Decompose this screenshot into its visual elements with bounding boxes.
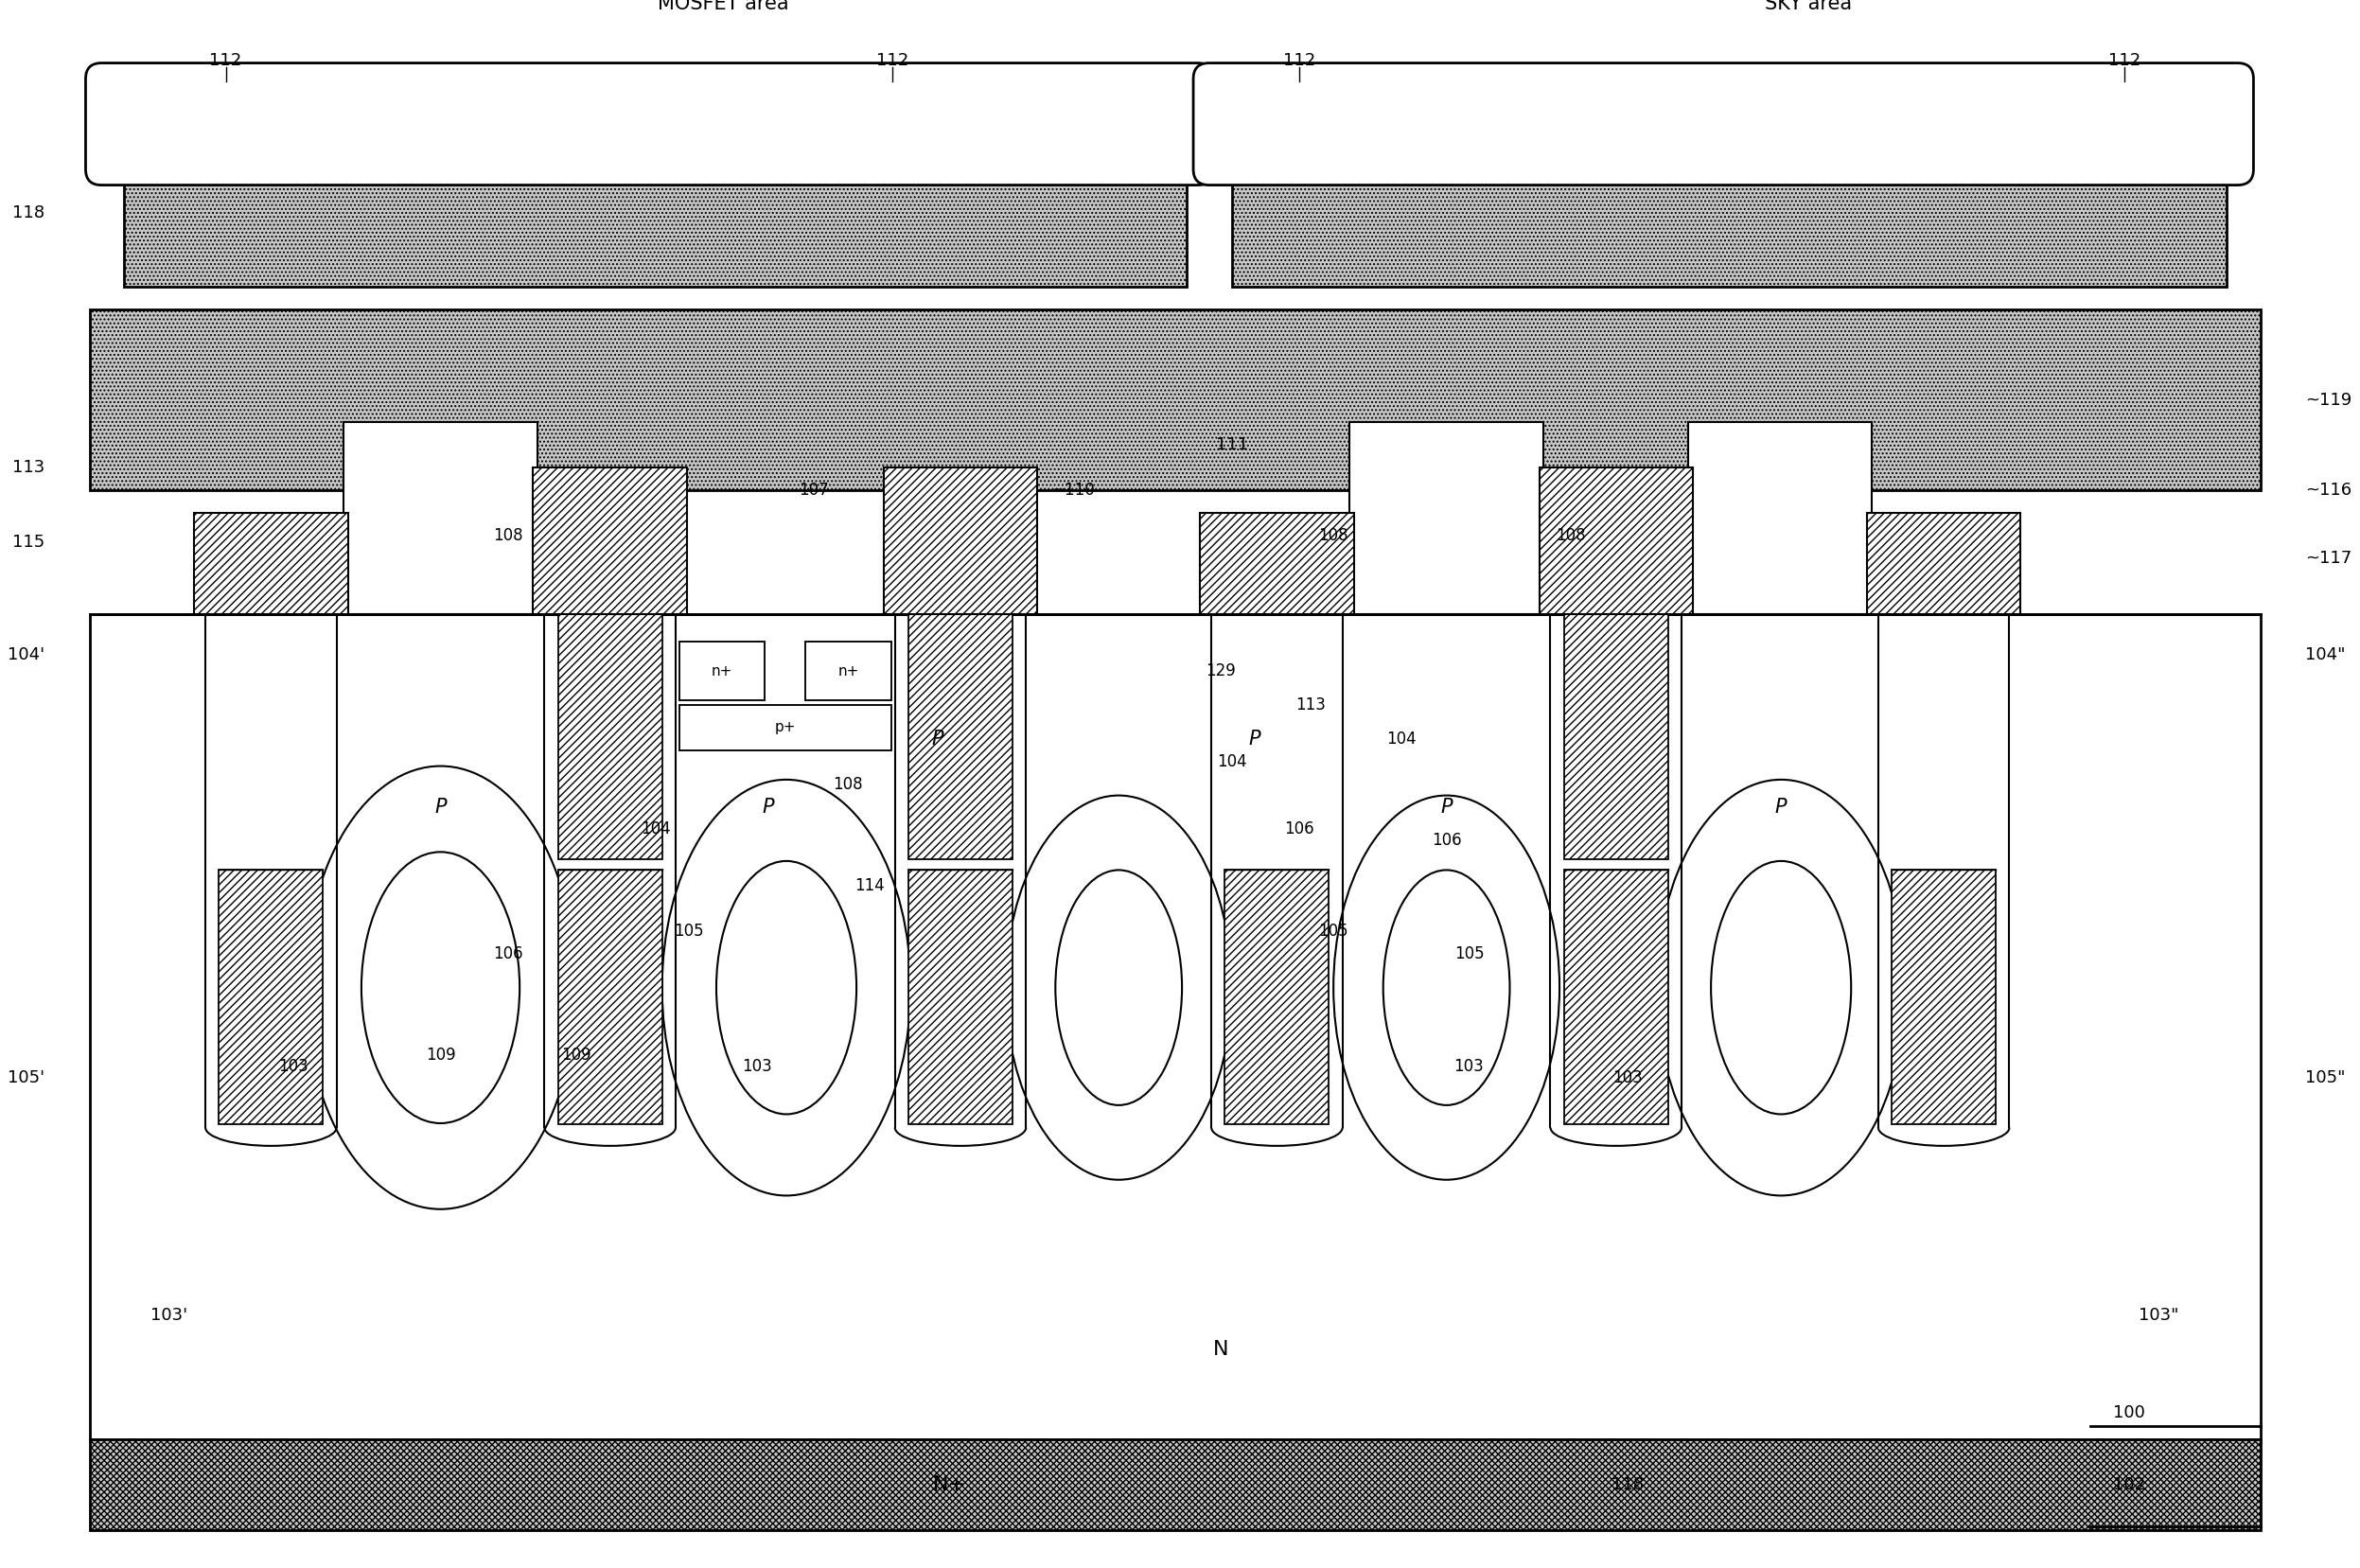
Bar <box>219 870 323 1124</box>
Ellipse shape <box>1657 779 1905 1195</box>
Bar <box>1893 870 1997 1124</box>
Text: 105: 105 <box>1319 922 1348 939</box>
Text: 106: 106 <box>493 946 524 963</box>
Bar <box>680 641 765 701</box>
Text: ~110: ~110 <box>1053 481 1095 499</box>
Text: N: N <box>1213 1339 1227 1359</box>
Text: 105: 105 <box>1454 946 1484 963</box>
Text: 103: 103 <box>1612 1069 1643 1087</box>
Ellipse shape <box>663 779 911 1195</box>
Text: 104: 104 <box>1385 731 1416 748</box>
Bar <box>909 870 1012 1124</box>
Text: 105: 105 <box>675 922 703 939</box>
Text: p+: p+ <box>774 721 795 735</box>
Text: 108: 108 <box>1319 527 1348 544</box>
Text: 107: 107 <box>798 481 828 499</box>
Text: 112: 112 <box>876 52 909 69</box>
Text: ~116: ~116 <box>2306 481 2353 499</box>
Bar <box>883 467 1038 615</box>
Text: 108: 108 <box>493 527 524 544</box>
Bar <box>557 615 663 859</box>
Text: 111: 111 <box>1215 436 1248 453</box>
Bar <box>1232 163 2225 287</box>
Text: 102: 102 <box>2112 1477 2145 1493</box>
Text: 118: 118 <box>12 205 45 221</box>
Text: 103: 103 <box>1454 1058 1484 1076</box>
Text: ~117: ~117 <box>2306 549 2353 566</box>
Text: 129: 129 <box>1206 663 1234 679</box>
Text: P: P <box>932 729 944 748</box>
Text: 118: 118 <box>1612 1477 1643 1493</box>
Text: 103": 103" <box>2138 1306 2178 1323</box>
Bar <box>557 870 663 1124</box>
Bar <box>342 422 538 615</box>
Text: 113: 113 <box>12 459 45 477</box>
Ellipse shape <box>1005 795 1232 1179</box>
Text: MOSFET area: MOSFET area <box>658 0 788 14</box>
Text: 103: 103 <box>741 1058 772 1076</box>
Text: N+: N+ <box>932 1475 965 1494</box>
Text: 109: 109 <box>562 1047 590 1065</box>
Text: 105': 105' <box>7 1069 45 1087</box>
Bar <box>805 641 892 701</box>
Bar <box>1565 870 1669 1124</box>
Text: 112: 112 <box>210 52 243 69</box>
Ellipse shape <box>304 767 576 1209</box>
Bar <box>533 467 687 615</box>
Text: 103': 103' <box>151 1306 189 1323</box>
Text: 104: 104 <box>640 820 670 837</box>
Text: 114: 114 <box>854 878 885 894</box>
Ellipse shape <box>1055 870 1182 1105</box>
FancyBboxPatch shape <box>1194 63 2254 185</box>
Bar <box>90 1439 2261 1530</box>
Ellipse shape <box>361 851 519 1123</box>
Text: P: P <box>434 797 446 817</box>
Ellipse shape <box>1383 870 1510 1105</box>
Text: P: P <box>1248 729 1260 748</box>
Ellipse shape <box>717 861 857 1115</box>
Text: 106: 106 <box>1284 820 1315 837</box>
Text: n+: n+ <box>838 663 859 679</box>
Bar <box>194 513 347 615</box>
Text: 104': 104' <box>7 646 45 663</box>
Text: 103: 103 <box>278 1058 309 1076</box>
Bar <box>1867 513 2020 615</box>
Bar <box>1201 513 1355 615</box>
Bar <box>1687 422 1871 615</box>
Text: 113: 113 <box>1296 696 1326 713</box>
Text: 115: 115 <box>12 533 45 550</box>
Text: 100: 100 <box>2112 1403 2145 1421</box>
Bar <box>1539 467 1692 615</box>
Bar <box>1350 422 1543 615</box>
Text: P: P <box>1775 797 1787 817</box>
Ellipse shape <box>1711 861 1850 1115</box>
Bar <box>1565 615 1669 859</box>
Bar <box>1225 870 1329 1124</box>
Text: ~119: ~119 <box>2306 392 2353 408</box>
Text: 109: 109 <box>425 1047 455 1065</box>
Text: 108: 108 <box>1555 527 1586 544</box>
Bar <box>90 615 2261 1439</box>
Bar <box>909 615 1012 859</box>
Text: 112: 112 <box>1284 52 1317 69</box>
Text: SKY area: SKY area <box>1765 0 1853 14</box>
FancyBboxPatch shape <box>85 63 1213 185</box>
Ellipse shape <box>1333 795 1560 1179</box>
Text: 108: 108 <box>833 776 861 793</box>
Bar <box>125 163 1187 287</box>
Text: 112: 112 <box>2107 52 2141 69</box>
Bar <box>680 706 892 750</box>
Text: n+: n+ <box>710 663 732 679</box>
Bar <box>90 309 2261 491</box>
Text: 104": 104" <box>2306 646 2346 663</box>
Text: 105": 105" <box>2306 1069 2346 1087</box>
Text: 104: 104 <box>1218 753 1246 770</box>
Text: P: P <box>1440 797 1451 817</box>
Text: 106: 106 <box>1433 833 1461 850</box>
Text: P: P <box>762 797 774 817</box>
